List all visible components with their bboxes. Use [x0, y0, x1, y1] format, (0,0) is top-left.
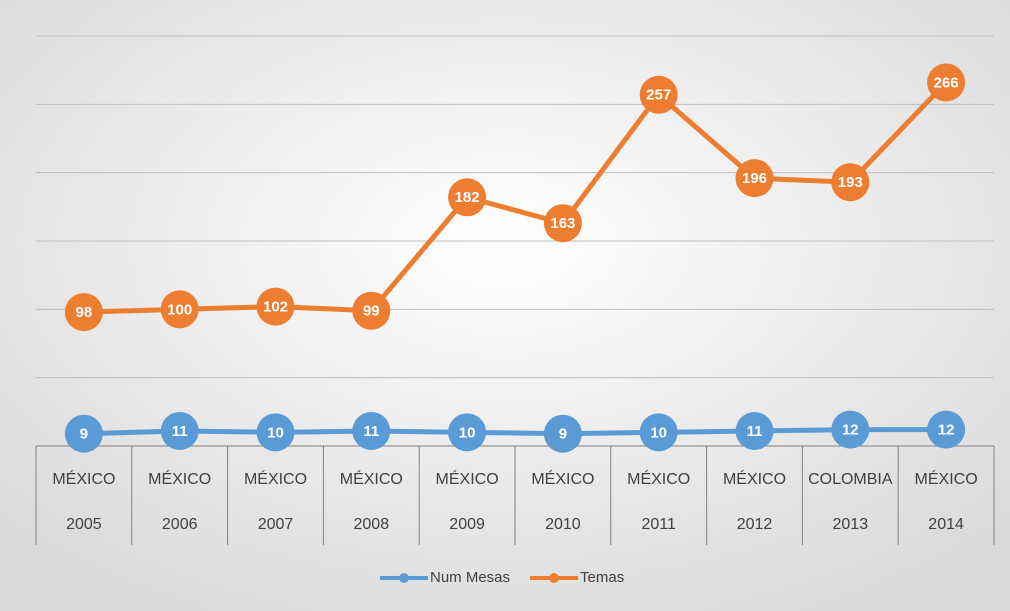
x-tick-label: 2010	[545, 516, 581, 533]
x-tick-label: MÉXICO	[915, 469, 978, 488]
legend-label: Num Mesas	[430, 569, 510, 586]
marker	[160, 411, 199, 450]
series-line	[83, 80, 948, 315]
x-tick-label: MÉXICO	[436, 469, 499, 488]
marker	[352, 291, 391, 330]
series-line	[83, 427, 947, 437]
marker	[256, 413, 295, 452]
x-tick-label: 2005	[66, 516, 102, 533]
x-tick-label: 2008	[354, 516, 390, 533]
x-tick-label: 2009	[449, 516, 485, 533]
data-label: 163	[550, 215, 575, 232]
x-tick-label: MÉXICO	[723, 469, 786, 488]
x-tick-label: MÉXICO	[148, 469, 211, 488]
marker	[256, 287, 295, 326]
data-label: 9	[559, 426, 567, 443]
marker	[64, 414, 103, 453]
marker	[64, 293, 103, 332]
marker	[160, 290, 199, 329]
marker	[543, 414, 582, 453]
marker	[639, 75, 678, 114]
marker	[831, 410, 870, 449]
x-tick-label: MÉXICO	[627, 469, 690, 488]
data-label: 9	[80, 426, 88, 443]
marker	[831, 163, 870, 202]
x-tick-label: MÉXICO	[244, 469, 307, 488]
data-label: 196	[742, 170, 767, 187]
data-label: 98	[76, 304, 93, 321]
data-label: 193	[838, 174, 863, 191]
marker	[543, 204, 582, 243]
x-tick-label: 2014	[928, 516, 964, 533]
data-label: 266	[934, 74, 959, 91]
data-label: 10	[650, 424, 667, 441]
data-label: 182	[455, 189, 480, 206]
x-tick-label: MÉXICO	[340, 469, 403, 488]
legend-marker	[399, 573, 409, 583]
marker	[735, 411, 774, 450]
data-label: 10	[267, 424, 284, 441]
data-label: 10	[459, 424, 476, 441]
x-tick-label: MÉXICO	[52, 469, 115, 488]
x-tick-label: 2012	[737, 516, 773, 533]
data-label: 11	[172, 423, 188, 440]
marker	[735, 159, 774, 198]
marker	[639, 413, 678, 452]
x-tick-label: COLOMBIA	[808, 471, 893, 488]
marker	[448, 178, 487, 217]
data-label: 11	[747, 423, 763, 440]
marker	[448, 413, 487, 452]
marker	[927, 410, 966, 449]
x-tick-label: 2013	[833, 516, 869, 533]
data-label: 102	[263, 299, 288, 316]
marker	[352, 411, 391, 450]
legend-marker	[549, 573, 560, 583]
x-tick-label: 2006	[162, 516, 198, 533]
data-label: 12	[842, 422, 859, 439]
data-label: 12	[938, 422, 955, 439]
marker	[927, 63, 966, 102]
data-label: 100	[167, 301, 192, 318]
data-label: 11	[363, 423, 379, 440]
legend-label: Temas	[580, 569, 624, 586]
x-tick-label: MÉXICO	[531, 469, 594, 488]
data-label: 257	[646, 87, 671, 104]
x-tick-label: 2011	[641, 516, 676, 533]
data-label: 99	[363, 303, 380, 320]
x-tick-label: 2007	[258, 516, 294, 533]
